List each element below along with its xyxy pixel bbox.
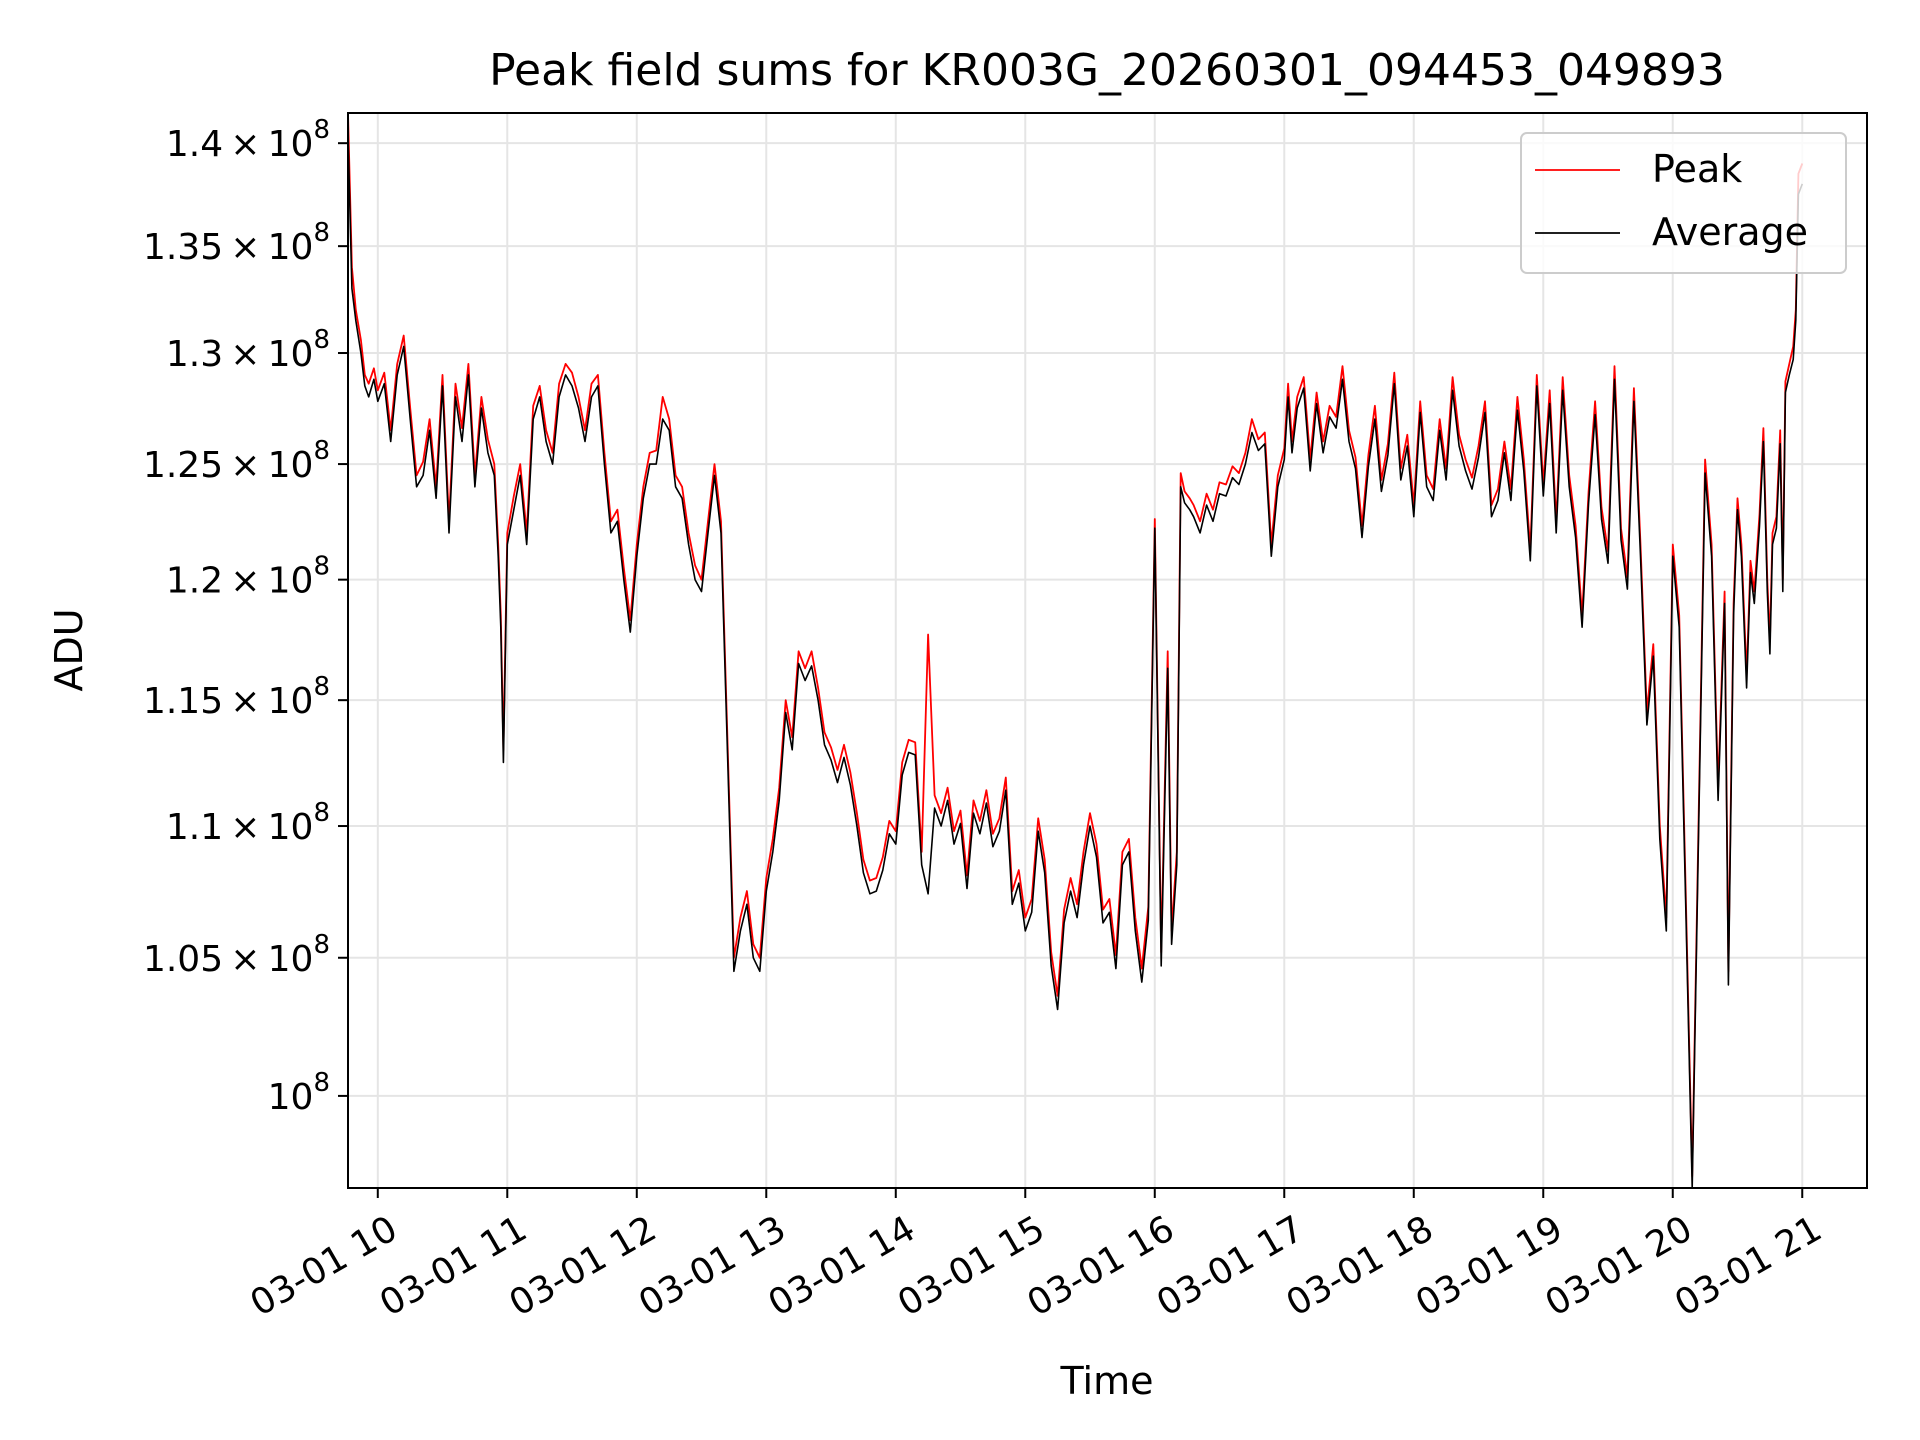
y-axis-label: ADU <box>47 608 91 691</box>
legend-label-average: Average <box>1652 210 1808 254</box>
legend-label-peak: Peak <box>1652 147 1742 191</box>
plot-frame <box>347 112 1868 1189</box>
series-layer <box>348 113 1804 1188</box>
y-tick-label: 1.35 × 108 <box>143 218 330 268</box>
y-tick-label: 1.25 × 108 <box>143 436 330 486</box>
y-tick-label: 1.2 × 108 <box>166 552 330 602</box>
y-tick-label: 1.1 × 108 <box>166 798 330 848</box>
chart-title: Peak field sums for KR003G_20260301_0944… <box>489 45 1725 96</box>
y-tick-label: 1.05 × 108 <box>143 930 330 980</box>
legend-box <box>1520 132 1847 274</box>
legend: Peak Average <box>1520 132 1847 274</box>
x-axis-label: Time <box>1060 1359 1154 1403</box>
y-tick-label: 1.4 × 108 <box>166 115 330 165</box>
y-tick-label: 108 <box>268 1068 330 1118</box>
average-line <box>348 133 1804 1188</box>
y-tick-label: 1.15 × 108 <box>143 672 330 722</box>
y-axis: 108 1.05 × 108 1.1 × 108 1.15 × 108 1.2 × 10… <box>143 115 348 1118</box>
y-tick-label: 1.3 × 108 <box>166 325 330 375</box>
average-series <box>348 133 1804 1188</box>
x-gridlines <box>376 113 1804 1188</box>
